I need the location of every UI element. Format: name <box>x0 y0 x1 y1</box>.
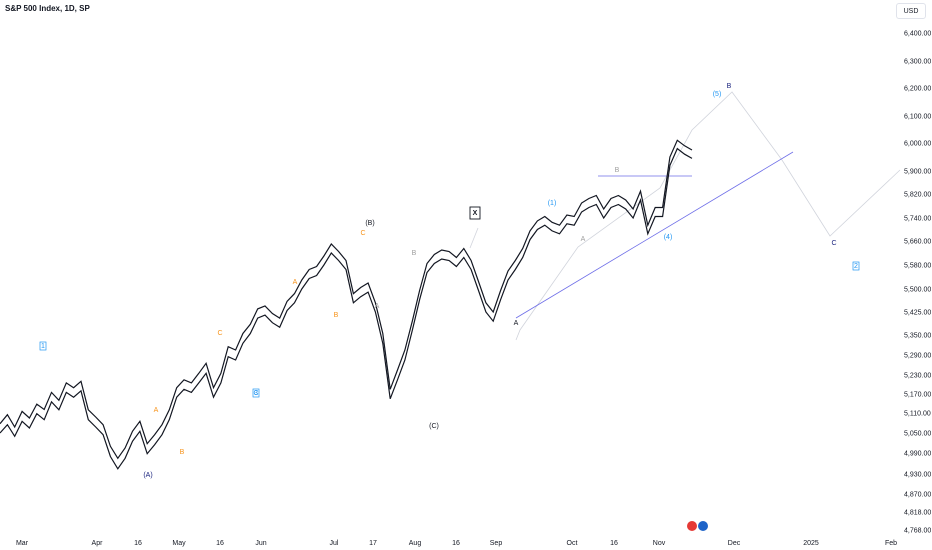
x-wave-box <box>469 206 481 220</box>
wave-box <box>252 388 260 398</box>
y-tick-label: 5,820.00 <box>904 192 931 199</box>
y-tick-label: 6,000.00 <box>904 141 931 148</box>
projection-lines <box>469 91 901 341</box>
x-tick-label: Aug <box>409 540 422 547</box>
wave-label: B <box>180 449 185 456</box>
trend-line <box>515 151 794 319</box>
trend-lines <box>515 151 794 319</box>
wave-label: 3 <box>254 390 258 397</box>
wave-label: (5) <box>713 91 722 98</box>
y-tick-label: 5,230.00 <box>904 373 931 380</box>
wave-label: (A) <box>143 472 152 479</box>
y-tick-label: 6,100.00 <box>904 114 931 121</box>
x-tick-label: 16 <box>216 540 224 547</box>
y-tick-label: 5,900.00 <box>904 169 931 176</box>
x-tick-label: 16 <box>610 540 618 547</box>
y-tick-label: 5,110.00 <box>904 411 931 418</box>
y-tick-label: 5,580.00 <box>904 263 931 270</box>
y-tick-label: 5,350.00 <box>904 333 931 340</box>
wave-label: A <box>154 407 159 414</box>
wave-label: C <box>253 390 258 397</box>
wave-label: C <box>831 240 836 247</box>
wave-label: (C) <box>429 423 439 430</box>
y-tick-label: 4,930.00 <box>904 472 931 479</box>
wave-label: B <box>412 250 417 257</box>
x-tick-label: Feb <box>885 540 897 547</box>
y-tick-label: 4,768.00 <box>904 528 931 535</box>
y-tick-label: 5,425.00 <box>904 310 931 317</box>
y-axis: 6,400.00 6,300.00 6,200.00 6,100.00 6,000.00… <box>904 31 931 535</box>
y-tick-label: 5,740.00 <box>904 216 931 223</box>
y-tick-label: 5,050.00 <box>904 431 931 438</box>
wave-projection-x <box>469 227 479 249</box>
x-tick-label: May <box>172 540 186 547</box>
chart-title: S&P 500 Index, 1D, SP <box>5 4 90 13</box>
x-tick-label: 16 <box>134 540 142 547</box>
wave-label: X <box>473 210 478 217</box>
x-tick-label: Oct <box>567 540 578 547</box>
x-tick-label: Nov <box>653 540 666 547</box>
wave-projection <box>515 91 901 341</box>
wave-label: A <box>514 320 519 327</box>
wave-label: (B) <box>365 220 374 227</box>
y-tick-label: 5,660.00 <box>904 239 931 246</box>
y-tick-label: 6,400.00 <box>904 31 931 38</box>
wave-box <box>39 341 47 351</box>
price-line-1 <box>0 139 693 460</box>
wave-label: A <box>293 279 298 286</box>
price-series <box>0 139 693 470</box>
wave-label: A <box>581 236 586 243</box>
wave-label: (4) <box>664 234 673 241</box>
x-tick-label: 2025 <box>803 540 819 547</box>
x-tick-label: Sep <box>490 540 503 547</box>
wave-label: A <box>375 303 380 310</box>
x-tick-label: 17 <box>369 540 377 547</box>
x-tick-label: Mar <box>16 540 29 547</box>
y-tick-label: 4,870.00 <box>904 492 931 499</box>
wave-label: B <box>727 83 732 90</box>
x-axis: Mar Apr 16 May 16 Jun Jul 17 Aug 16 Sep Oct 16 Nov Dec… <box>16 540 897 547</box>
x-tick-label: Apr <box>92 540 104 547</box>
wave-label: B <box>615 167 620 174</box>
wave-label: B <box>334 312 339 319</box>
price-line-2 <box>0 147 693 470</box>
wave-label: C <box>360 230 365 237</box>
wave-label: C <box>217 330 222 337</box>
y-tick-label: 6,300.00 <box>904 59 931 66</box>
x-tick-label: Dec <box>728 540 741 547</box>
y-tick-label: 5,170.00 <box>904 392 931 399</box>
y-tick-label: 4,818.00 <box>904 510 931 517</box>
wave-label: (1) <box>548 200 557 207</box>
x-tick-label: Jun <box>255 540 266 547</box>
wave-label: 2 <box>854 263 858 270</box>
currency-button[interactable]: USD <box>896 3 926 19</box>
y-tick-label: 5,290.00 <box>904 353 931 360</box>
y-tick-label: 5,500.00 <box>904 287 931 294</box>
y-tick-label: 4,990.00 <box>904 451 931 458</box>
wave-box <box>852 261 860 271</box>
flag-icon <box>687 521 708 531</box>
x-tick-label: Jul <box>330 540 339 547</box>
y-tick-label: 6,200.00 <box>904 86 931 93</box>
x-tick-label: 16 <box>452 540 460 547</box>
wave-label: 1 <box>41 343 45 350</box>
